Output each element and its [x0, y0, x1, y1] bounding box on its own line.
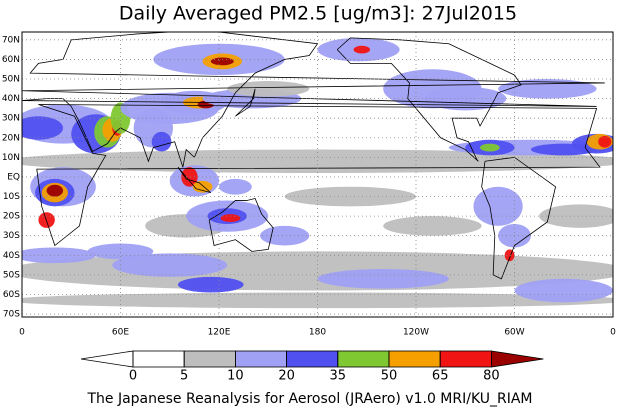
coastline	[36, 104, 601, 247]
colorbar-label: 65	[432, 369, 449, 384]
concentration-patch	[473, 186, 523, 226]
colorbar-label: 50	[381, 369, 398, 384]
concentration-patch	[210, 57, 234, 66]
colorbar-arrow	[491, 350, 544, 368]
colorbar-box	[439, 350, 492, 368]
concentration-patch	[260, 225, 310, 246]
coastline	[336, 37, 522, 162]
lon-tick-label: 180	[309, 328, 326, 338]
coastlines	[22, 32, 605, 280]
colorbar-label: 80	[483, 369, 500, 384]
colorbar-label: 20	[278, 369, 295, 384]
concentration-patch	[598, 135, 612, 148]
concentration-patch	[514, 278, 613, 303]
colorbar-box	[286, 350, 339, 368]
coastline	[481, 156, 556, 280]
lon-tick-label: 60W	[504, 328, 524, 338]
concentration-patch	[177, 276, 244, 293]
colorbar-box	[183, 350, 236, 368]
colorbar-label: 0	[129, 369, 137, 384]
coastline	[22, 32, 605, 168]
colorbar-box	[132, 350, 185, 368]
lat-tick-label: 30S	[3, 231, 20, 241]
coastline	[208, 198, 274, 252]
concentration-patch	[219, 178, 252, 195]
lat-tick-label: 70S	[3, 310, 20, 320]
concentration-patch	[22, 149, 613, 174]
field	[22, 37, 613, 309]
concentration-patch	[181, 167, 198, 187]
lat-tick-label: 10N	[2, 153, 20, 163]
concentration-patch	[424, 86, 507, 111]
concentration-patch	[151, 131, 172, 152]
map-frame	[21, 31, 614, 318]
lon-tick-label: 60E	[112, 328, 129, 338]
grid: 70N 60N 50N 40N 30N 20N 10N EQ 10S 20S 30S 40S 50S 60…	[2, 32, 616, 338]
lat-tick-label: 50N	[2, 75, 20, 85]
colorbar-box	[234, 350, 287, 368]
concentration-patch	[539, 204, 613, 228]
lat-tick-label: 60S	[3, 290, 20, 300]
lat-tick-label: 10S	[3, 192, 20, 202]
colorbar-box	[388, 350, 441, 368]
concentration-patch	[112, 253, 228, 277]
lat-tick-label: 40N	[2, 94, 20, 104]
lat-tick-label: 20N	[2, 133, 20, 143]
colorbar-box	[337, 350, 390, 368]
concentration-patch	[22, 116, 64, 140]
concentration-patch	[480, 143, 500, 152]
footer: The Japanese Reanalysis for Aerosol (JRA…	[86, 391, 532, 407]
concentration-patch	[220, 214, 241, 222]
lon-tick-label: 0	[610, 328, 616, 338]
lon-tick-label: 120W	[403, 328, 429, 338]
lat-tick-label: EQ	[7, 172, 20, 182]
colorbar-label: 5	[180, 369, 188, 384]
colorbar-label: 10	[227, 369, 244, 384]
lat-tick-label: 20S	[3, 212, 20, 222]
concentration-patch	[317, 269, 449, 289]
concentration-patch	[353, 45, 371, 54]
concentration-patch	[227, 80, 310, 97]
coastline	[177, 166, 212, 194]
lon-tick-label: 120E	[208, 328, 231, 338]
concentration-patch	[46, 184, 64, 197]
lat-tick-label: 50S	[3, 270, 20, 280]
concentration-patch	[383, 216, 482, 236]
colorbar-label: 35	[330, 369, 347, 384]
colorbar: 0 5 10 20 35 50 65 80	[80, 350, 544, 384]
lat-tick-label: 60N	[2, 55, 20, 65]
coastline	[235, 88, 256, 117]
lat-tick-label: 30N	[2, 114, 20, 124]
colorbar-arrow	[80, 350, 134, 368]
lon-tick-label: 0	[19, 328, 25, 338]
title: Daily Averaged PM2.5 [ug/m3]: 27Jul2015	[119, 3, 517, 25]
concentration-patch	[87, 243, 154, 260]
lat-tick-label: 70N	[2, 35, 20, 45]
lat-tick-label: 40S	[3, 251, 20, 261]
